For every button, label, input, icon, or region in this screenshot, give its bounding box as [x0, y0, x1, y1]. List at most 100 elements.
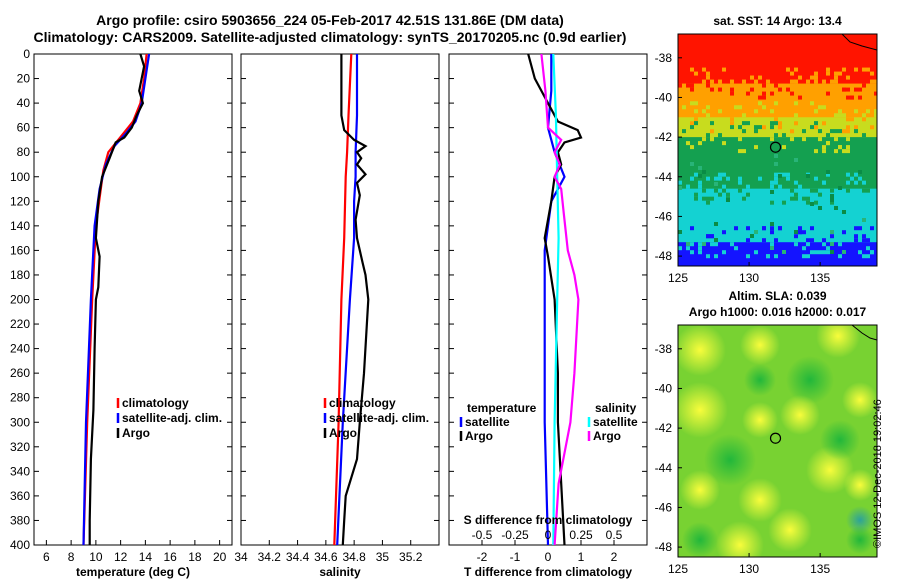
- legend-title: temperature: [467, 401, 537, 415]
- sst-pixel: [706, 71, 710, 76]
- sst-pixel: [866, 246, 870, 251]
- sst-pixel: [746, 121, 750, 126]
- sst-pixel: [690, 87, 694, 92]
- sst-pixel: [742, 113, 746, 118]
- sst-pixel: [758, 75, 762, 80]
- sst-pixel: [738, 105, 742, 110]
- sst-pixel: [822, 250, 826, 255]
- sst-pixel: [770, 180, 774, 185]
- sst-pixel: [790, 79, 794, 84]
- sst-pixel: [774, 133, 778, 138]
- sla-anomaly-blob: [704, 434, 756, 486]
- map-ytick-label: -44: [655, 461, 673, 475]
- sst-pixel: [822, 145, 826, 150]
- sst-pixel: [718, 79, 722, 84]
- sst-pixel: [790, 91, 794, 96]
- sst-pixel: [754, 109, 758, 114]
- sst-pixel: [870, 125, 874, 130]
- sst-pixel: [846, 75, 850, 80]
- series-line: [340, 54, 370, 545]
- sst-pixel: [702, 188, 706, 193]
- sst-pixel: [858, 250, 862, 255]
- sst-pixel: [706, 105, 710, 110]
- sst-pixel: [790, 188, 794, 193]
- legend-label: Argo: [329, 426, 357, 440]
- series-line: [540, 54, 580, 545]
- sst-pixel: [750, 87, 754, 92]
- series-group: [527, 54, 583, 545]
- xtick-label: 35.2: [399, 550, 423, 564]
- sst-pixel: [794, 180, 798, 185]
- sst-pixel: [770, 121, 774, 126]
- sst-pixel: [746, 192, 750, 197]
- sst-pixel: [718, 133, 722, 138]
- sst-pixel: [686, 83, 690, 88]
- sst-pixel: [830, 198, 834, 202]
- sst-pixel: [874, 109, 877, 114]
- sst-pixel: [746, 238, 750, 243]
- sst-pixel: [770, 184, 774, 189]
- sst-pixel: [862, 117, 866, 122]
- sst-pixel: [710, 121, 714, 126]
- sst-pixel: [718, 176, 722, 181]
- sst-band: [678, 34, 877, 85]
- sst-pixel: [678, 230, 682, 234]
- sst-pixel: [718, 109, 722, 114]
- sla-anomaly-blob: [678, 325, 726, 376]
- xtick-label: 34.4: [286, 550, 310, 564]
- sst-pixel: [814, 75, 818, 80]
- sst-pixel: [834, 137, 838, 142]
- sst-pixel: [830, 79, 834, 84]
- sst-pixel: [830, 242, 834, 246]
- sst-pixel: [858, 95, 862, 100]
- legend-title: salinity: [595, 401, 637, 415]
- map-xtick-label: 125: [668, 562, 688, 576]
- sst-pixel: [698, 166, 702, 170]
- sst-pixel: [710, 79, 714, 84]
- sst-pixel: [806, 174, 810, 178]
- sst-pixel: [798, 226, 802, 231]
- sst-pixel: [706, 234, 710, 239]
- sst-pixel: [738, 125, 742, 130]
- sst-pixel: [774, 254, 778, 259]
- series-line: [82, 54, 151, 545]
- sst-pixel: [686, 141, 690, 146]
- sst-pixel: [778, 184, 782, 189]
- sst-pixel: [854, 226, 858, 231]
- sst-pixel: [806, 200, 810, 205]
- sla-map-title: Altim. SLA: 0.039: [728, 289, 826, 303]
- sst-pixel: [714, 188, 718, 193]
- sst-pixel: [798, 184, 802, 189]
- sst-pixel: [758, 125, 762, 130]
- xtick-label: -2: [477, 550, 488, 564]
- sst-pixel: [774, 162, 778, 166]
- sla-anomaly-blob: [846, 506, 874, 534]
- sst-pixel: [722, 188, 726, 193]
- series-line: [88, 54, 146, 545]
- sst-pixel: [762, 226, 766, 231]
- sst-pixel: [678, 180, 682, 185]
- sst-pixel: [850, 176, 854, 181]
- sst-pixel: [770, 137, 774, 142]
- sst-pixel: [770, 200, 774, 205]
- sst-pixel: [830, 230, 834, 234]
- sst-pixel: [846, 117, 850, 122]
- sst-pixel: [742, 149, 746, 154]
- sst-pixel: [854, 180, 858, 185]
- sst-pixel: [758, 101, 762, 106]
- sst-map-title: sat. SST: 14 Argo: 13.4: [713, 14, 842, 28]
- sst-pixel: [694, 71, 698, 76]
- sst-pixel: [754, 145, 758, 150]
- sst-pixel: [814, 121, 818, 126]
- sst-pixel: [694, 192, 698, 197]
- sst-pixel: [830, 234, 834, 239]
- sst-pixel: [702, 79, 706, 84]
- sst-pixel: [706, 254, 710, 259]
- sst-pixel: [854, 109, 858, 114]
- sst-pixel: [738, 180, 742, 185]
- sst-pixel: [846, 180, 850, 185]
- ytick-label: 400: [10, 538, 30, 552]
- sst-pixel: [854, 234, 858, 239]
- sst-pixel: [774, 121, 778, 126]
- legend-label: satellite-adj. clim.: [122, 411, 222, 425]
